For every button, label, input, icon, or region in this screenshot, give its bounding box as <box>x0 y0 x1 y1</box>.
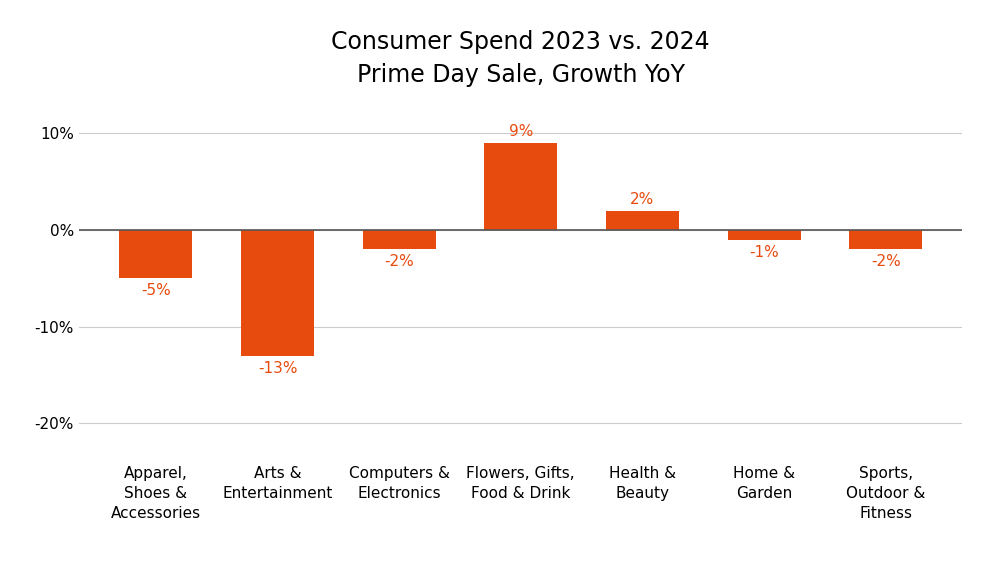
Bar <box>606 211 679 230</box>
Bar <box>119 230 192 278</box>
Text: -2%: -2% <box>384 254 414 269</box>
Text: -13%: -13% <box>258 361 298 376</box>
Bar <box>363 230 435 249</box>
Text: -5%: -5% <box>141 283 171 298</box>
Bar <box>727 230 801 240</box>
Text: 2%: 2% <box>630 192 655 207</box>
Title: Consumer Spend 2023 vs. 2024
Prime Day Sale, Growth YoY: Consumer Spend 2023 vs. 2024 Prime Day S… <box>331 30 710 87</box>
Bar <box>849 230 923 249</box>
Bar <box>484 143 558 230</box>
Text: -2%: -2% <box>871 254 901 269</box>
Text: 9%: 9% <box>509 124 533 139</box>
Text: -1%: -1% <box>749 245 779 260</box>
Bar <box>241 230 314 356</box>
